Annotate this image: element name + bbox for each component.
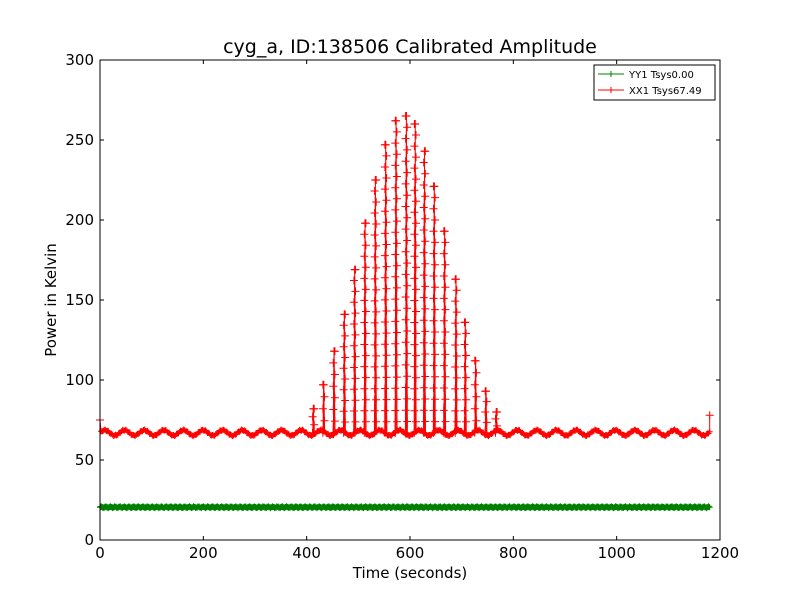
x-tick-label: 1200 (701, 544, 739, 562)
legend-box (593, 64, 716, 101)
series-yy1 (97, 503, 713, 512)
peak-point (319, 380, 328, 389)
peak-point (350, 265, 359, 274)
legend-entry-yy1: YY1 Tsys0.00 (598, 70, 694, 81)
legend-label-xx1: XX1 Tsys67.49 (629, 86, 702, 97)
legend-marker-xx1 (608, 87, 614, 93)
y-tick-label: 300 (65, 51, 94, 69)
peak-point (492, 408, 501, 416)
series-markers-yy1 (97, 503, 713, 512)
x-tick-label: 1000 (598, 544, 636, 562)
peak-point (451, 275, 460, 284)
legend-entry-xx1: XX1 Tsys67.49 (598, 86, 702, 97)
y-tick-label: 150 (65, 291, 94, 309)
peak-point (411, 120, 420, 128)
peak-point (340, 310, 349, 319)
x-axis-label: Time (seconds) (352, 564, 468, 582)
peak-point (420, 147, 429, 156)
x-tick-label: 400 (292, 544, 321, 562)
y-tick-label: 200 (65, 211, 94, 229)
peak-point (381, 140, 390, 149)
x-tick-label: 0 (95, 544, 105, 562)
y-tick-label: 250 (65, 131, 94, 149)
plot-frame (99, 59, 721, 541)
peak-point (371, 176, 380, 184)
chart-title: cyg_a, ID:138506 Calibrated Amplitude (223, 36, 597, 58)
series-xx1 (96, 112, 714, 440)
y-tick-label: 50 (75, 451, 94, 469)
plot-series (96, 112, 714, 512)
peak-point (440, 227, 449, 236)
peak-point (361, 219, 370, 228)
series-line-xx1 (99, 115, 711, 438)
peak-point (392, 116, 401, 125)
peak-point (471, 356, 480, 365)
peak-point (481, 387, 490, 396)
y-axis-label: Power in Kelvin (42, 243, 60, 357)
legend-label-yy1: YY1 Tsys0.00 (628, 70, 694, 81)
peak-point (430, 182, 439, 191)
axes-ticks: 0 200 400 600 800 1000 1200 0 50 100 150 200 250 300 (65, 51, 739, 562)
legend-marker-yy1 (608, 71, 614, 77)
y-tick-label: 0 (84, 531, 94, 549)
y-tick-label: 100 (65, 371, 94, 389)
x-tick-label: 600 (396, 544, 425, 562)
peak-point (309, 404, 318, 413)
x-tick-label: 200 (189, 544, 218, 562)
series-markers-xx1 (96, 112, 714, 440)
peak-point (402, 112, 411, 120)
x-tick-label: 800 (499, 544, 528, 562)
peak-point (330, 347, 339, 356)
legend: YY1 Tsys0.00 XX1 Tsys67.49 (593, 64, 716, 101)
peak-point (461, 318, 470, 327)
